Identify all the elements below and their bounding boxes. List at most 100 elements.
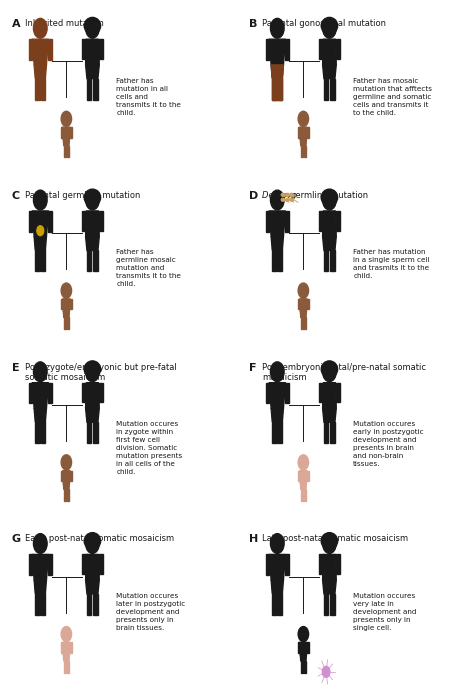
Polygon shape [34, 408, 46, 421]
Ellipse shape [321, 17, 337, 34]
Polygon shape [63, 127, 70, 139]
Polygon shape [66, 146, 69, 157]
Polygon shape [285, 211, 289, 232]
Polygon shape [269, 554, 285, 580]
Polygon shape [87, 79, 91, 100]
Circle shape [61, 283, 72, 298]
Polygon shape [86, 211, 99, 236]
Text: Early post-natal somatic mosaicism: Early post-natal somatic mosaicism [25, 534, 174, 543]
Polygon shape [319, 554, 323, 574]
Polygon shape [29, 211, 32, 232]
Text: B: B [249, 19, 257, 30]
Polygon shape [64, 489, 66, 501]
Circle shape [323, 534, 336, 554]
Polygon shape [82, 211, 86, 231]
Text: E: E [12, 363, 19, 373]
Polygon shape [323, 211, 336, 236]
Polygon shape [41, 78, 46, 100]
Polygon shape [303, 317, 306, 329]
Text: Father has mosaic
mutation that afftects
germline and somatic
cells and transmit: Father has mosaic mutation that afftects… [353, 78, 432, 115]
Circle shape [61, 111, 72, 126]
Polygon shape [298, 127, 300, 137]
Polygon shape [303, 489, 306, 501]
Polygon shape [323, 383, 336, 408]
Polygon shape [323, 408, 336, 423]
Circle shape [298, 283, 309, 298]
Polygon shape [271, 236, 283, 249]
Ellipse shape [84, 189, 100, 206]
Text: De novo: De novo [262, 191, 300, 200]
Polygon shape [271, 65, 283, 78]
Polygon shape [61, 471, 63, 481]
Circle shape [323, 362, 336, 382]
Polygon shape [82, 554, 86, 574]
Ellipse shape [286, 193, 289, 196]
Polygon shape [300, 127, 307, 139]
Polygon shape [266, 211, 269, 232]
Polygon shape [300, 299, 307, 311]
Text: C: C [12, 191, 20, 201]
Polygon shape [298, 471, 300, 481]
Polygon shape [86, 580, 99, 594]
Polygon shape [82, 383, 86, 403]
Polygon shape [272, 593, 277, 615]
Polygon shape [285, 554, 289, 575]
Polygon shape [61, 299, 63, 310]
Polygon shape [64, 146, 66, 157]
Polygon shape [48, 211, 52, 232]
Circle shape [61, 627, 72, 642]
Circle shape [271, 362, 284, 382]
Polygon shape [319, 383, 323, 403]
Polygon shape [93, 423, 98, 443]
Polygon shape [324, 79, 328, 100]
Circle shape [298, 111, 309, 126]
Polygon shape [35, 249, 40, 271]
Polygon shape [64, 483, 69, 489]
Polygon shape [303, 146, 306, 157]
Polygon shape [99, 383, 103, 403]
Circle shape [322, 666, 330, 677]
Polygon shape [336, 211, 340, 231]
Polygon shape [330, 79, 335, 100]
Ellipse shape [281, 193, 285, 196]
Circle shape [86, 19, 99, 38]
Polygon shape [99, 554, 103, 574]
Polygon shape [64, 139, 69, 146]
Polygon shape [301, 655, 306, 661]
Text: Mutation occures
very late in
development and
presents only in
single cell.: Mutation occures very late in developmen… [353, 593, 417, 631]
Polygon shape [93, 251, 98, 271]
Circle shape [323, 190, 336, 210]
Polygon shape [300, 471, 307, 483]
Polygon shape [301, 139, 306, 146]
Polygon shape [86, 236, 99, 251]
Polygon shape [35, 78, 40, 100]
Polygon shape [32, 383, 48, 408]
Polygon shape [66, 661, 69, 673]
Polygon shape [63, 299, 70, 311]
Polygon shape [99, 211, 103, 231]
Polygon shape [63, 471, 70, 483]
Polygon shape [307, 642, 309, 653]
Polygon shape [323, 236, 336, 251]
Polygon shape [336, 39, 340, 59]
Polygon shape [86, 39, 99, 65]
Polygon shape [70, 299, 72, 310]
Polygon shape [269, 39, 285, 65]
Circle shape [271, 190, 284, 210]
Polygon shape [64, 317, 66, 329]
Polygon shape [99, 39, 103, 59]
Polygon shape [41, 593, 46, 615]
Polygon shape [272, 421, 277, 443]
Circle shape [86, 534, 99, 554]
Polygon shape [61, 642, 63, 653]
Ellipse shape [281, 199, 285, 201]
Polygon shape [63, 642, 70, 655]
Polygon shape [271, 408, 283, 421]
Text: G: G [12, 534, 21, 545]
Polygon shape [301, 483, 306, 489]
Polygon shape [70, 127, 72, 137]
Polygon shape [336, 383, 340, 403]
Polygon shape [336, 554, 340, 574]
Polygon shape [34, 65, 46, 78]
Polygon shape [34, 580, 46, 593]
